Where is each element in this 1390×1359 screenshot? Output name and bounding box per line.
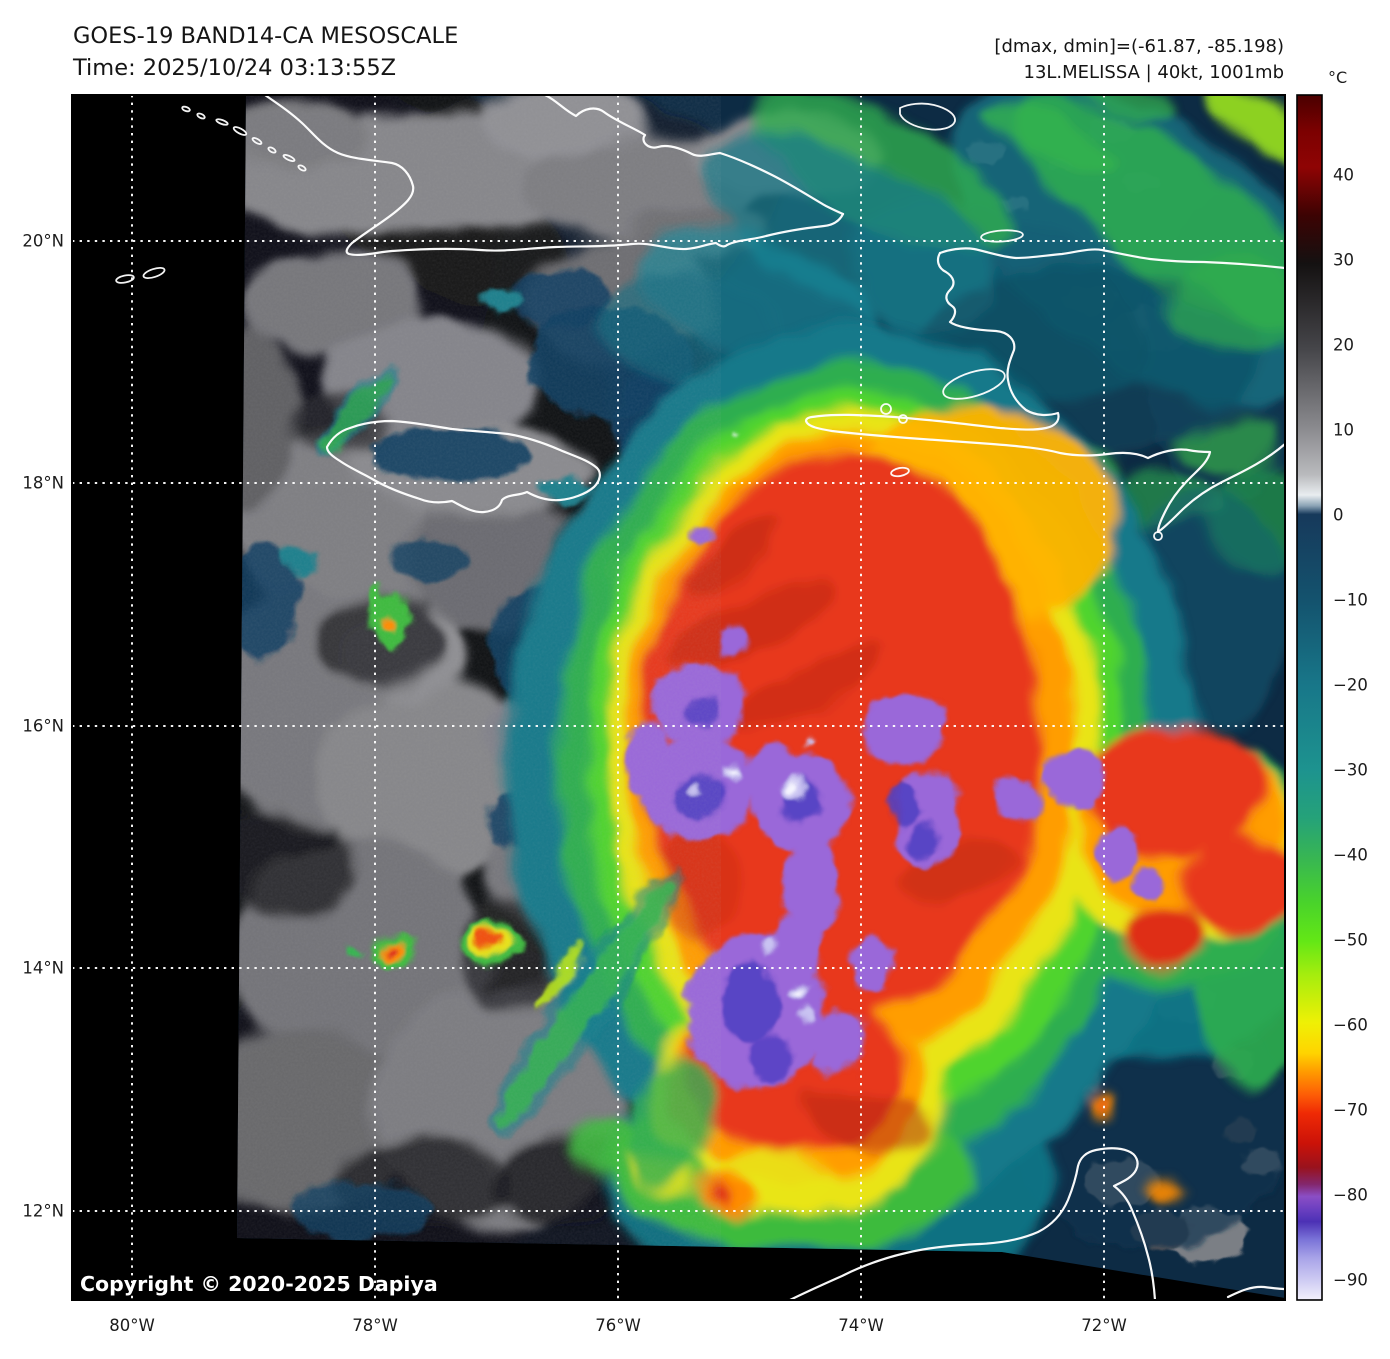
- svg-text:−30: −30: [1333, 761, 1368, 780]
- cayman-islands: [115, 266, 166, 284]
- hispaniola-west-south-coast: [804, 251, 1285, 534]
- copyright-watermark: Copyright © 2020-2025 Dapiya: [80, 1272, 438, 1296]
- svg-text:−40: −40: [1333, 846, 1368, 865]
- svg-text:10: 10: [1333, 421, 1354, 440]
- svg-text:14°N: 14°N: [22, 959, 64, 978]
- grain-texture: [237, 95, 677, 1260]
- cayemites-island: [880, 403, 892, 415]
- svg-text:−90: −90: [1333, 1271, 1368, 1290]
- svg-text:74°W: 74°W: [838, 1316, 884, 1335]
- svg-text:30: 30: [1333, 251, 1354, 270]
- great-inagua-island: [899, 102, 956, 131]
- graticule: [72, 95, 1285, 1300]
- svg-text:−60: −60: [1333, 1016, 1368, 1035]
- svg-text:78°W: 78°W: [352, 1316, 398, 1335]
- beata-island: [1153, 531, 1163, 541]
- cuba-south-coast: [263, 95, 845, 257]
- colorbar-unit-label: °C: [1328, 68, 1347, 87]
- svg-text:−70: −70: [1333, 1101, 1368, 1120]
- svg-text:20°N: 20°N: [22, 232, 64, 251]
- plot-frame: [71, 94, 1286, 1301]
- tortuga-island: [980, 229, 1024, 243]
- image-title: GOES-19 BAND14-CA MESOSCALE: [73, 23, 458, 49]
- dmax-dmin-readout: [dmax, dmin]=(-61.87, -85.198): [994, 36, 1284, 57]
- svg-text:−10: −10: [1333, 591, 1368, 610]
- colorbar-gradient-bar: [1296, 94, 1323, 1301]
- svg-text:12°N: 12°N: [22, 1202, 64, 1221]
- cuba-north-coast: [543, 95, 845, 216]
- svg-text:80°W: 80°W: [109, 1316, 155, 1335]
- storm-status-readout: 13L.MELISSA | 40kt, 1001mb: [1024, 62, 1285, 83]
- coastlines: [115, 95, 1285, 1300]
- svg-text:72°W: 72°W: [1081, 1316, 1127, 1335]
- x-axis-labels: 80°W 78°W 76°W 74°W 72°W: [109, 1316, 1127, 1335]
- svg-text:20: 20: [1333, 336, 1354, 355]
- gonave-island: [942, 368, 1006, 400]
- satellite-swath: [237, 95, 1285, 1298]
- colorbar-tick-labels: 40 30 20 10 0 −10 −20 −30 −40 −50 −60 −7…: [1333, 166, 1368, 1290]
- south-america-coast: [788, 1147, 1157, 1300]
- svg-text:76°W: 76°W: [595, 1316, 641, 1335]
- y-axis-labels: 20°N 18°N 16°N 14°N 12°N: [22, 232, 64, 1221]
- svg-text:40: 40: [1333, 166, 1354, 185]
- cayemites-island-2: [898, 414, 908, 424]
- storm-ring-layer: [510, 325, 1285, 1298]
- svg-text:−50: −50: [1333, 931, 1368, 950]
- hispaniola-north-coast: [938, 247, 1285, 270]
- image-timestamp: Time: 2025/10/24 03:13:55Z: [72, 55, 396, 81]
- svg-text:0: 0: [1333, 506, 1344, 525]
- svg-text:−20: −20: [1333, 676, 1368, 695]
- jamaica-coast: [325, 419, 601, 514]
- svg-text:−80: −80: [1333, 1186, 1368, 1205]
- svg-text:18°N: 18°N: [22, 474, 64, 493]
- plot-area: Copyright © 2020-2025 Dapiya: [72, 95, 1285, 1300]
- south-america-coast-fragment: [1226, 1285, 1285, 1299]
- ile-a-vache: [890, 466, 910, 478]
- svg-text:16°N: 16°N: [22, 717, 64, 736]
- cuba-cays: [181, 105, 307, 172]
- colorbar: °C 40 30 20 10 0 −10 −20 −30 −40 −50 −60…: [1296, 68, 1368, 1301]
